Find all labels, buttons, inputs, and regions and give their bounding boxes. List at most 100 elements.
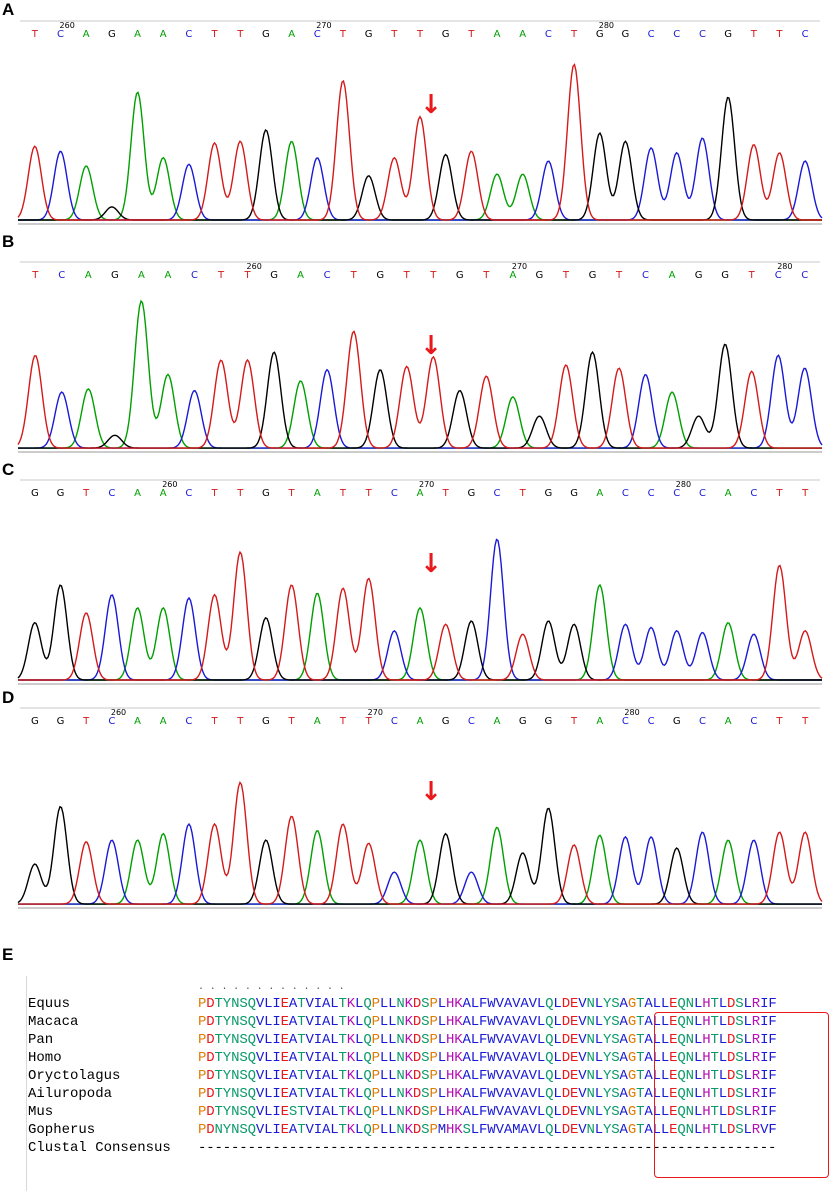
residue: V [495, 1050, 504, 1066]
base-call-letter: A [519, 29, 526, 40]
base-call-letter: G [262, 716, 270, 727]
base-call-letter: A [314, 488, 321, 499]
residue: L [718, 1068, 727, 1084]
species-name: Gopherus [28, 1122, 96, 1138]
alignment-ruler: . . . . . . . . . . . . . [198, 982, 345, 993]
residue: Q [677, 1086, 686, 1102]
base-call-letter: T [236, 716, 244, 727]
residue: L [437, 1032, 446, 1048]
base-call-letter: A [417, 488, 424, 499]
residue: A [321, 1104, 331, 1120]
residue: N [685, 996, 694, 1012]
base-call-letter: C [648, 488, 655, 499]
residue: L [355, 1068, 364, 1084]
base-call-letter: T [775, 716, 783, 727]
residue: A [644, 1104, 653, 1120]
residue: L [388, 1068, 397, 1084]
residue: I [272, 996, 281, 1012]
base-call-letter: C [750, 716, 757, 727]
residue: S [735, 1068, 744, 1084]
residue: L [379, 996, 389, 1012]
residue: L [379, 1014, 389, 1030]
residue: W [487, 1050, 496, 1066]
trace-a [18, 826, 822, 905]
residue: I [313, 1068, 322, 1084]
residue: N [396, 1104, 405, 1120]
base-call-letter: A [596, 488, 603, 499]
residue: V [255, 1050, 265, 1066]
residue: H [445, 1014, 455, 1030]
residue: V [255, 996, 265, 1012]
residue: D [727, 1104, 736, 1120]
residue: D [727, 996, 736, 1012]
residue: V [512, 1050, 521, 1066]
residue: L [660, 1068, 670, 1084]
residue: P [429, 1086, 438, 1102]
residue: W [487, 1032, 496, 1048]
residue: L [264, 1014, 273, 1030]
residue: E [280, 1122, 289, 1138]
base-call-letter: T [211, 29, 219, 40]
residue: T [297, 1014, 306, 1030]
residue: A [462, 1086, 471, 1102]
residue: T [338, 1104, 347, 1120]
residue: L [470, 1068, 480, 1084]
position-tick-label: 270 [419, 480, 434, 489]
residue: N [231, 1104, 240, 1120]
residue: L [693, 1032, 703, 1048]
residue: E [280, 1014, 289, 1030]
residue: K [346, 1122, 356, 1138]
residue: T [297, 1104, 306, 1120]
residue: G [627, 996, 637, 1012]
base-call-letter: T [31, 270, 39, 281]
mutation-arrow-icon: ↓ [420, 90, 442, 120]
base-call-letter: T [482, 270, 490, 281]
chromatogram-panel-c: C G G T C A A C T T G T A T T C A T G C T G G A C C C C A C T T 260 270 2… [0, 460, 829, 685]
residue: N [586, 1104, 595, 1120]
species-name: Homo [28, 1050, 62, 1066]
base-call-letter: C [699, 488, 706, 499]
residue: V [495, 1014, 504, 1030]
residue: D [412, 996, 422, 1012]
residue: L [536, 1014, 546, 1030]
residue: S [239, 1104, 248, 1120]
residue: L [553, 996, 562, 1012]
position-tick-label: 270 [368, 708, 383, 717]
residue: S [611, 1050, 620, 1066]
consensus-row: ----------------------------------------… [198, 1140, 777, 1156]
residue: L [470, 1014, 480, 1030]
residue: L [470, 1122, 480, 1138]
residue: I [760, 1032, 769, 1048]
residue: V [255, 1014, 265, 1030]
residue: A [462, 1050, 471, 1066]
residue: L [660, 1122, 670, 1138]
residue: P [371, 996, 380, 1012]
chromatogram-panel-b: B T C A G A A C T T G A C T G T T G T A G T G T C A G G T C C 260 270 28… [0, 232, 829, 457]
species-name: Mus [28, 1104, 54, 1120]
residue: T [297, 1122, 306, 1138]
residue: A [520, 1014, 529, 1030]
residue: A [321, 1032, 331, 1048]
residue: H [702, 996, 711, 1012]
residue: K [454, 1050, 463, 1066]
base-call-letter: T [775, 488, 783, 499]
residue: S [421, 1032, 430, 1048]
residue: S [239, 1122, 248, 1138]
base-call-letter: T [442, 488, 450, 499]
residue: K [346, 1086, 356, 1102]
residue: V [528, 1032, 537, 1048]
base-call-letter: C [622, 716, 629, 727]
residue: L [536, 1122, 546, 1138]
residue: W [487, 1014, 496, 1030]
residue: Q [545, 996, 554, 1012]
residue: L [594, 1104, 604, 1120]
residue: H [702, 1014, 711, 1030]
base-call-letter: T [390, 29, 398, 40]
residue: L [693, 996, 703, 1012]
residue: T [710, 1104, 719, 1120]
panel-label: E [2, 945, 14, 964]
residue: F [479, 996, 488, 1012]
residue: A [644, 1050, 653, 1066]
residue: A [503, 996, 513, 1012]
residue: L [355, 1050, 364, 1066]
